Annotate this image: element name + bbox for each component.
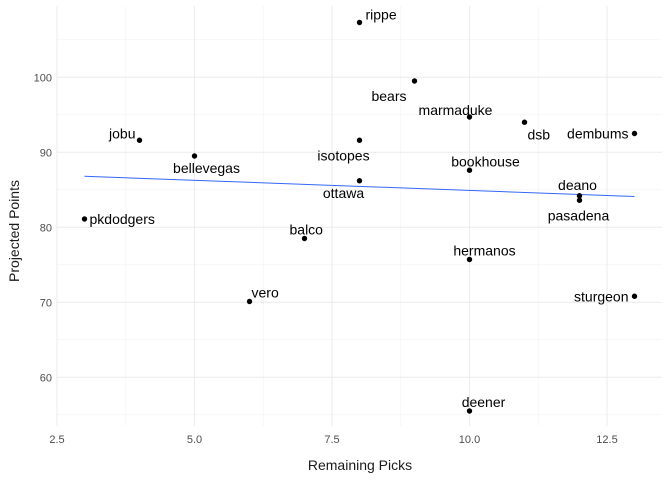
data-point-rippe xyxy=(356,19,363,26)
data-point-deener xyxy=(466,408,473,414)
data-point-vero xyxy=(246,298,253,305)
x-tick-label: 12.5 xyxy=(596,434,617,446)
trend-line-layer xyxy=(84,175,635,197)
point-label-marmaduke: marmaduke xyxy=(419,102,493,118)
point-label-deener: deener xyxy=(462,394,506,410)
point-label-rippe: rippe xyxy=(366,7,397,23)
point-label-hermanos: hermanos xyxy=(453,243,515,259)
x-tick-label: 10.0 xyxy=(459,434,480,446)
data-point-hermanos xyxy=(466,256,473,263)
point-label-pasadena: pasadena xyxy=(548,207,610,223)
data-point-deano xyxy=(576,193,583,199)
point-label-ottawa: ottawa xyxy=(323,185,364,201)
y-tick-label: 90 xyxy=(40,147,52,159)
trend-line xyxy=(84,175,635,197)
y-tick-label: 60 xyxy=(40,372,52,384)
point-labels-layer: rippe bears marmaduke dsb dembums jobu isotope… xyxy=(90,7,629,411)
data-point-balco xyxy=(301,235,308,242)
point-label-dsb: dsb xyxy=(528,126,551,142)
data-point-bears xyxy=(411,78,418,84)
point-label-deano: deano xyxy=(558,177,597,193)
tick-labels-layer: 2.5 5.0 7.5 10.0 12.5 60 70 80 90 100 xyxy=(34,72,618,446)
y-tick-label: 70 xyxy=(40,297,52,309)
grid xyxy=(56,6,662,426)
data-point-sturgeon xyxy=(631,293,638,299)
data-point-pkdodgers xyxy=(81,216,88,222)
x-tick-label: 7.5 xyxy=(324,434,339,446)
point-label-vero: vero xyxy=(252,285,279,301)
data-point-dsb xyxy=(521,119,528,125)
point-label-isotopes: isotopes xyxy=(317,147,369,163)
point-label-dembums: dembums xyxy=(567,126,628,142)
data-point-isotopes xyxy=(356,137,363,143)
data-point-jobu xyxy=(136,137,143,143)
data-point-pasadena xyxy=(576,197,583,203)
point-label-pkdodgers: pkdodgers xyxy=(90,211,155,227)
y-tick-label: 100 xyxy=(34,72,52,84)
y-tick-label: 80 xyxy=(40,222,52,234)
point-label-jobu: jobu xyxy=(108,125,135,141)
data-point-bookhouse xyxy=(466,167,473,173)
y-axis-title: Projected Points xyxy=(6,180,22,282)
x-tick-label: 2.5 xyxy=(49,434,64,446)
data-point-bellevegas xyxy=(191,153,198,159)
point-label-bellevegas: bellevegas xyxy=(173,160,240,176)
point-label-balco: balco xyxy=(290,222,324,238)
points-layer xyxy=(81,19,638,414)
x-tick-label: 5.0 xyxy=(187,434,202,446)
x-axis-title: Remaining Picks xyxy=(308,457,412,473)
data-point-marmaduke xyxy=(466,114,473,120)
data-point-dembums xyxy=(631,130,638,137)
data-point-ottawa xyxy=(356,178,363,184)
point-label-bookhouse: bookhouse xyxy=(451,153,520,169)
point-label-sturgeon: sturgeon xyxy=(574,288,628,304)
point-label-bears: bears xyxy=(371,88,406,104)
